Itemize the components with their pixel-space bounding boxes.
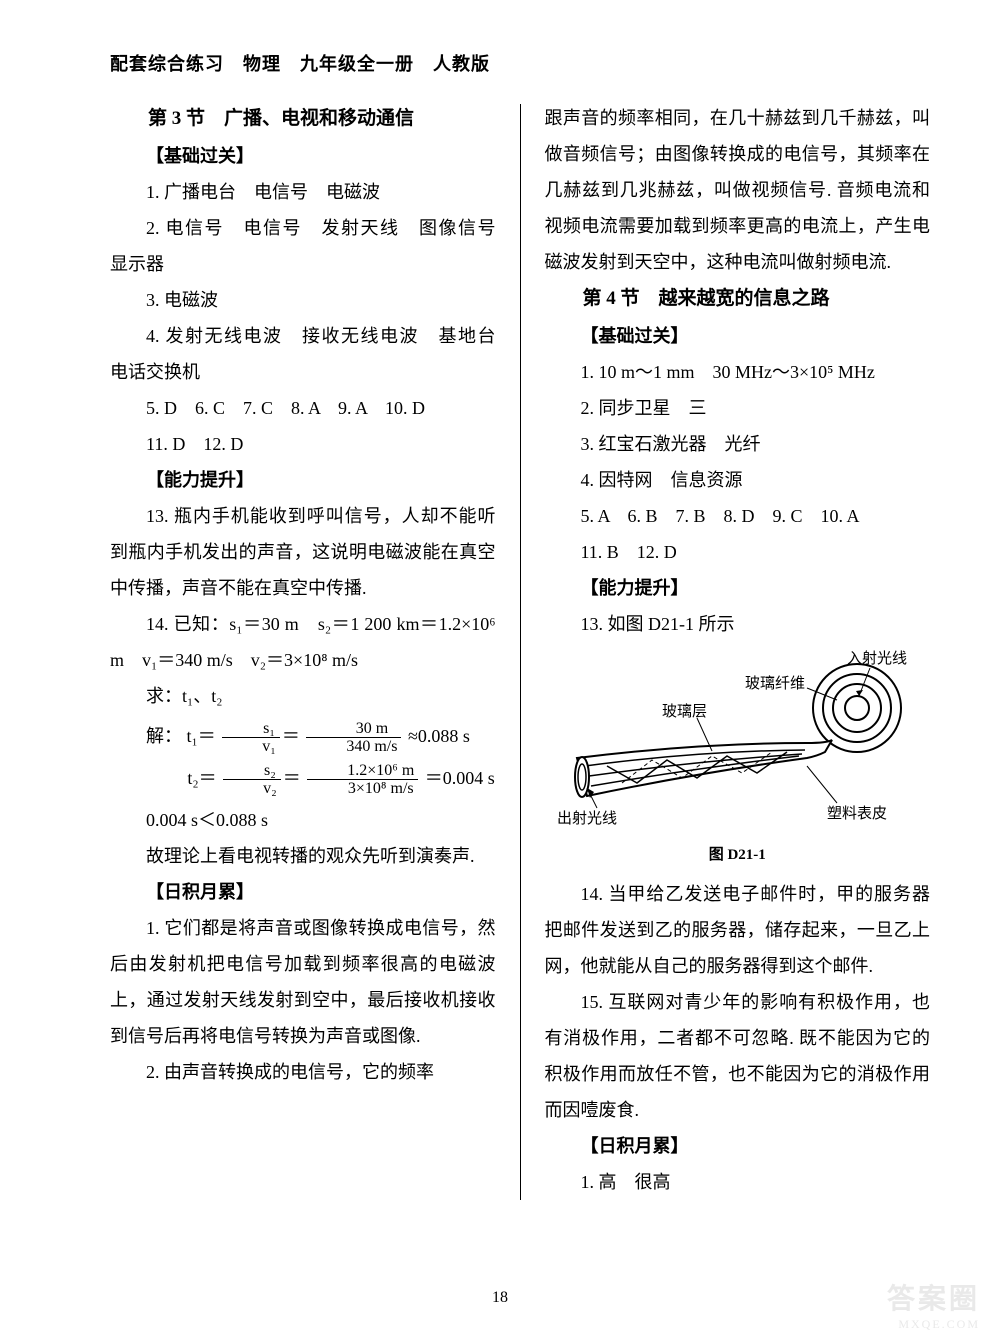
answer-r15: 15. 互联网对青少年的影响有积极作用，也有消极作用，二者都不可忽略. 既不能因… bbox=[544, 984, 930, 1128]
figure-d21-1: 入射光线 玻璃纤维 玻璃层 出射光线 塑料表皮 图 D21-1 bbox=[544, 648, 930, 870]
fraction-3: s₂ v₂ bbox=[223, 762, 281, 798]
answer-13: 13. 瓶内手机能收到呼叫信号，人却不能听到瓶内手机发出的声音，这说明电磁波能在… bbox=[110, 498, 496, 606]
label-glass: 玻璃层 bbox=[662, 703, 707, 720]
ability-header-r: 【能力提升】 bbox=[544, 570, 930, 606]
answer-14-given: 14. 已知：s₁＝30 m s₂＝1 200 km＝1.2×10⁶ m v₁＝… bbox=[110, 606, 496, 678]
frac-den: v₁ bbox=[222, 738, 280, 756]
frac-num: s₂ bbox=[223, 762, 281, 781]
frac-den: v₂ bbox=[223, 780, 281, 798]
answer-r13: 13. 如图 D21-1 所示 bbox=[544, 606, 930, 642]
label-skin: 塑料表皮 bbox=[827, 805, 887, 822]
accumulate-header: 【日积月累】 bbox=[110, 874, 496, 910]
frac-num: 30 m bbox=[306, 720, 401, 739]
watermark: 答案圈 bbox=[887, 1277, 980, 1317]
mc-answers-line1: 5. D 6. C 7. C 8. A 9. A 10. D bbox=[110, 390, 496, 426]
frac-num: s₁ bbox=[222, 720, 280, 739]
mc-answers-line2: 11. D 12. D bbox=[110, 426, 496, 462]
answer-r1: 1. 10 m～1 mm 30 MHz～3×10⁵ MHz bbox=[544, 354, 930, 390]
answer-r2: 2. 同步卫星 三 bbox=[544, 390, 930, 426]
ability-header: 【能力提升】 bbox=[110, 462, 496, 498]
answer-r3: 3. 红宝石激光器 光纤 bbox=[544, 426, 930, 462]
section-4-title: 第 4 节 越来越宽的信息之路 bbox=[544, 280, 930, 318]
fraction-2: 30 m 340 m/s bbox=[306, 720, 401, 756]
page-number: 18 bbox=[0, 1289, 1000, 1307]
equation-t2: t₂＝ s₂ v₂ ＝ 1.2×10⁶ m 3×10⁸ m/s ＝0.004 s bbox=[151, 760, 495, 798]
page-header: 配套综合练习 物理 九年级全一册 人教版 bbox=[110, 50, 930, 76]
column-divider bbox=[520, 104, 521, 1200]
answer-2: 2. 电信号 电信号 发射天线 图像信号 显示器 bbox=[110, 210, 496, 282]
accum-r1: 1. 高 很高 bbox=[544, 1164, 930, 1200]
section-3-title: 第 3 节 广播、电视和移动通信 bbox=[110, 100, 496, 138]
page: 配套综合练习 物理 九年级全一册 人教版 第 3 节 广播、电视和移动通信 【基… bbox=[0, 0, 1000, 1337]
t1-result: ≈0.088 s bbox=[408, 726, 470, 746]
answer-r14: 14. 当甲给乙发送电子邮件时，甲的服务器把邮件发送到乙的服务器，储存起来，一旦… bbox=[544, 876, 930, 984]
fraction-1: s₁ v₁ bbox=[222, 720, 280, 756]
fraction-4: 1.2×10⁶ m 3×10⁸ m/s bbox=[307, 762, 418, 798]
content-columns: 第 3 节 广播、电视和移动通信 【基础过关】 1. 广播电台 电信号 电磁波 … bbox=[110, 100, 930, 1200]
accum-2-start: 2. 由声音转换成的电信号，它的频率 bbox=[110, 1054, 496, 1090]
t2-result: ＝0.004 s bbox=[425, 768, 495, 788]
answer-r4: 4. 因特网 信息资源 bbox=[544, 462, 930, 498]
frac-den: 3×10⁸ m/s bbox=[307, 780, 418, 798]
t1-lhs: t₁＝ bbox=[187, 726, 216, 746]
label-out: 出射光线 bbox=[557, 810, 617, 827]
accum-header-r: 【日积月累】 bbox=[544, 1128, 930, 1164]
basic-header-r: 【基础过关】 bbox=[544, 318, 930, 354]
answer-3: 3. 电磁波 bbox=[110, 282, 496, 318]
answer-1: 1. 广播电台 电信号 电磁波 bbox=[110, 174, 496, 210]
frac-den: 340 m/s bbox=[306, 738, 401, 756]
figure-caption: 图 D21-1 bbox=[544, 840, 930, 870]
solve-label: 解： bbox=[146, 726, 182, 746]
basic-pass-header: 【基础过关】 bbox=[110, 138, 496, 174]
left-column: 第 3 节 广播、电视和移动通信 【基础过关】 1. 广播电台 电信号 电磁波 … bbox=[110, 100, 496, 1200]
t2-lhs: t₂＝ bbox=[187, 768, 216, 788]
conclusion-14: 故理论上看电视转播的观众先听到演奏声. bbox=[110, 838, 496, 874]
accum-1: 1. 它们都是将声音或图像转换成电信号，然后由发射机把电信号加载到频率很高的电磁… bbox=[110, 910, 496, 1054]
right-column: 跟声音的频率相同，在几十赫兹到几千赫兹，叫做音频信号；由图像转换成的电信号，其频… bbox=[544, 100, 930, 1200]
fiber-diagram-icon: 入射光线 玻璃纤维 玻璃层 出射光线 塑料表皮 bbox=[547, 648, 927, 828]
label-fiber: 玻璃纤维 bbox=[745, 675, 805, 692]
frac-num: 1.2×10⁶ m bbox=[307, 762, 418, 781]
answer-4: 4. 发射无线电波 接收无线电波 基地台 电话交换机 bbox=[110, 318, 496, 390]
accum-2-cont: 跟声音的频率相同，在几十赫兹到几千赫兹，叫做音频信号；由图像转换成的电信号，其频… bbox=[544, 100, 930, 280]
equation-t1: 解： t₁＝ s₁ v₁ ＝ 30 m 340 m/s ≈0.088 s bbox=[110, 718, 496, 756]
answer-14-find: 求：t₁、t₂ bbox=[110, 678, 496, 714]
mc-r1: 5. A 6. B 7. B 8. D 9. C 10. A bbox=[544, 498, 930, 534]
mc-r2: 11. B 12. D bbox=[544, 534, 930, 570]
watermark-url: MXQE.COM bbox=[898, 1317, 980, 1332]
label-incident: 入射光线 bbox=[847, 650, 907, 667]
compare-line: 0.004 s＜0.088 s bbox=[110, 802, 496, 838]
